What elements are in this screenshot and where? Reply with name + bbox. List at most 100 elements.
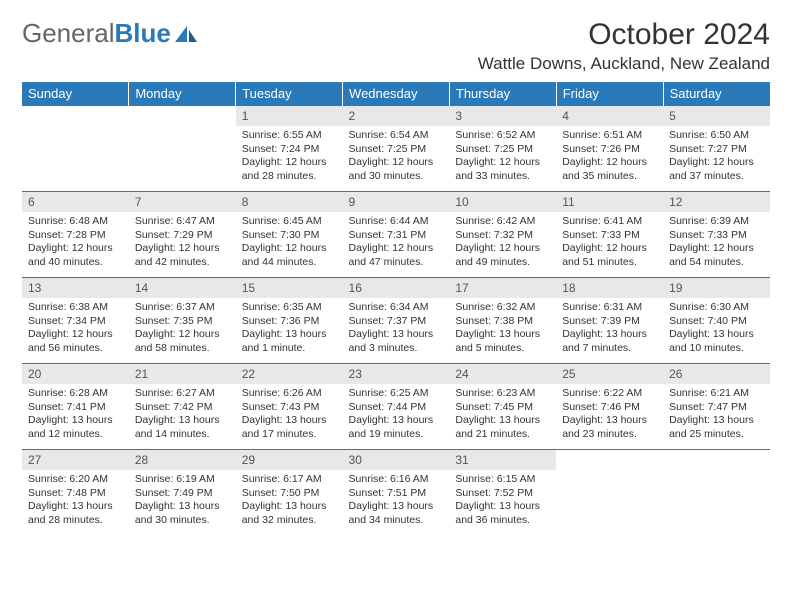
day-details: Sunrise: 6:38 AMSunset: 7:34 PMDaylight:… (22, 298, 129, 360)
daylight-text: Daylight: 12 hours and 30 minutes. (349, 156, 444, 183)
day-number: 11 (556, 192, 663, 212)
day-number: 29 (236, 450, 343, 470)
brand-logo: GeneralBlue (22, 18, 199, 49)
daylight-text: Daylight: 13 hours and 36 minutes. (455, 500, 550, 527)
daylight-text: Daylight: 13 hours and 17 minutes. (242, 414, 337, 441)
sunrise-text: Sunrise: 6:38 AM (28, 301, 123, 315)
sunrise-text: Sunrise: 6:27 AM (135, 387, 230, 401)
day-number: 28 (129, 450, 236, 470)
sunrise-text: Sunrise: 6:47 AM (135, 215, 230, 229)
day-number: 13 (22, 278, 129, 298)
day-details: Sunrise: 6:27 AMSunset: 7:42 PMDaylight:… (129, 384, 236, 446)
sunrise-text: Sunrise: 6:32 AM (455, 301, 550, 315)
day-details: Sunrise: 6:28 AMSunset: 7:41 PMDaylight:… (22, 384, 129, 446)
day-number: 20 (22, 364, 129, 384)
daylight-text: Daylight: 13 hours and 3 minutes. (349, 328, 444, 355)
day-details: Sunrise: 6:47 AMSunset: 7:29 PMDaylight:… (129, 212, 236, 274)
day-number: 19 (663, 278, 770, 298)
sunrise-text: Sunrise: 6:26 AM (242, 387, 337, 401)
location-text: Wattle Downs, Auckland, New Zealand (478, 54, 770, 74)
title-block: October 2024 Wattle Downs, Auckland, New… (478, 18, 770, 74)
calendar-day-cell: 7Sunrise: 6:47 AMSunset: 7:29 PMDaylight… (129, 192, 236, 278)
calendar-day-cell: 28Sunrise: 6:19 AMSunset: 7:49 PMDayligh… (129, 450, 236, 536)
daylight-text: Daylight: 13 hours and 34 minutes. (349, 500, 444, 527)
daylight-text: Daylight: 12 hours and 37 minutes. (669, 156, 764, 183)
day-number: 14 (129, 278, 236, 298)
calendar-day-cell: 25Sunrise: 6:22 AMSunset: 7:46 PMDayligh… (556, 364, 663, 450)
calendar-day-cell: 9Sunrise: 6:44 AMSunset: 7:31 PMDaylight… (343, 192, 450, 278)
day-details: Sunrise: 6:48 AMSunset: 7:28 PMDaylight:… (22, 212, 129, 274)
calendar-week-row: 20Sunrise: 6:28 AMSunset: 7:41 PMDayligh… (22, 364, 770, 450)
daylight-text: Daylight: 13 hours and 1 minute. (242, 328, 337, 355)
calendar-day-cell: 5Sunrise: 6:50 AMSunset: 7:27 PMDaylight… (663, 106, 770, 192)
sunrise-text: Sunrise: 6:30 AM (669, 301, 764, 315)
calendar-day-cell: 4Sunrise: 6:51 AMSunset: 7:26 PMDaylight… (556, 106, 663, 192)
day-number: 12 (663, 192, 770, 212)
daylight-text: Daylight: 12 hours and 54 minutes. (669, 242, 764, 269)
calendar-day-cell: 2Sunrise: 6:54 AMSunset: 7:25 PMDaylight… (343, 106, 450, 192)
weekday-header: Friday (556, 82, 663, 106)
calendar-day-cell: 30Sunrise: 6:16 AMSunset: 7:51 PMDayligh… (343, 450, 450, 536)
sunrise-text: Sunrise: 6:37 AM (135, 301, 230, 315)
sunset-text: Sunset: 7:37 PM (349, 315, 444, 329)
sunrise-text: Sunrise: 6:35 AM (242, 301, 337, 315)
sunset-text: Sunset: 7:25 PM (455, 143, 550, 157)
sunset-text: Sunset: 7:31 PM (349, 229, 444, 243)
sunrise-text: Sunrise: 6:55 AM (242, 129, 337, 143)
calendar-day-cell: 1Sunrise: 6:55 AMSunset: 7:24 PMDaylight… (236, 106, 343, 192)
daylight-text: Daylight: 12 hours and 49 minutes. (455, 242, 550, 269)
sunrise-text: Sunrise: 6:34 AM (349, 301, 444, 315)
day-number: 10 (449, 192, 556, 212)
day-details: Sunrise: 6:26 AMSunset: 7:43 PMDaylight:… (236, 384, 343, 446)
day-number: 31 (449, 450, 556, 470)
sunset-text: Sunset: 7:33 PM (669, 229, 764, 243)
calendar-day-cell: 12 Sunrise: 6:39 AMSunset: 7:33 PMDayligh… (663, 192, 770, 278)
sunset-text: Sunset: 7:50 PM (242, 487, 337, 501)
sunset-text: Sunset: 7:27 PM (669, 143, 764, 157)
day-details: Sunrise: 6:34 AMSunset: 7:37 PMDaylight:… (343, 298, 450, 360)
sunrise-text: Sunrise: 6:51 AM (562, 129, 657, 143)
calendar-day-cell: 26Sunrise: 6:21 AMSunset: 7:47 PMDayligh… (663, 364, 770, 450)
calendar-body: ....1Sunrise: 6:55 AMSunset: 7:24 PMDayl… (22, 106, 770, 536)
sunrise-text: Sunrise: 6:44 AM (349, 215, 444, 229)
calendar-day-cell: .. (22, 106, 129, 192)
sunset-text: Sunset: 7:51 PM (349, 487, 444, 501)
day-details: Sunrise: 6:45 AMSunset: 7:30 PMDaylight:… (236, 212, 343, 274)
sunset-text: Sunset: 7:29 PM (135, 229, 230, 243)
calendar-week-row: 13Sunrise: 6:38 AMSunset: 7:34 PMDayligh… (22, 278, 770, 364)
day-number: 6 (22, 192, 129, 212)
day-number: 3 (449, 106, 556, 126)
sunset-text: Sunset: 7:44 PM (349, 401, 444, 415)
daylight-text: Daylight: 12 hours and 35 minutes. (562, 156, 657, 183)
calendar-week-row: 27Sunrise: 6:20 AMSunset: 7:48 PMDayligh… (22, 450, 770, 536)
calendar-day-cell: .. (129, 106, 236, 192)
daylight-text: Daylight: 13 hours and 10 minutes. (669, 328, 764, 355)
sunset-text: Sunset: 7:47 PM (669, 401, 764, 415)
sunrise-text: Sunrise: 6:39 AM (669, 215, 764, 229)
sunrise-text: Sunrise: 6:41 AM (562, 215, 657, 229)
sunset-text: Sunset: 7:48 PM (28, 487, 123, 501)
daylight-text: Daylight: 13 hours and 28 minutes. (28, 500, 123, 527)
day-details: Sunrise: 6:42 AMSunset: 7:32 PMDaylight:… (449, 212, 556, 274)
calendar-day-cell: 31Sunrise: 6:15 AMSunset: 7:52 PMDayligh… (449, 450, 556, 536)
calendar-day-cell: 17Sunrise: 6:32 AMSunset: 7:38 PMDayligh… (449, 278, 556, 364)
day-number: 1 (236, 106, 343, 126)
sunset-text: Sunset: 7:41 PM (28, 401, 123, 415)
calendar-day-cell: 22Sunrise: 6:26 AMSunset: 7:43 PMDayligh… (236, 364, 343, 450)
day-details: Sunrise: 6:41 AMSunset: 7:33 PMDaylight:… (556, 212, 663, 274)
header: GeneralBlue October 2024 Wattle Downs, A… (22, 18, 770, 74)
daylight-text: Daylight: 13 hours and 23 minutes. (562, 414, 657, 441)
day-details: Sunrise: 6:32 AMSunset: 7:38 PMDaylight:… (449, 298, 556, 360)
calendar-day-cell: 11Sunrise: 6:41 AMSunset: 7:33 PMDayligh… (556, 192, 663, 278)
sunset-text: Sunset: 7:24 PM (242, 143, 337, 157)
sunset-text: Sunset: 7:52 PM (455, 487, 550, 501)
sunrise-text: Sunrise: 6:54 AM (349, 129, 444, 143)
day-details: Sunrise: 6:44 AMSunset: 7:31 PMDaylight:… (343, 212, 450, 274)
brand-part2: Blue (115, 18, 171, 49)
daylight-text: Daylight: 13 hours and 25 minutes. (669, 414, 764, 441)
sunset-text: Sunset: 7:36 PM (242, 315, 337, 329)
sunset-text: Sunset: 7:45 PM (455, 401, 550, 415)
calendar-day-cell: 24Sunrise: 6:23 AMSunset: 7:45 PMDayligh… (449, 364, 556, 450)
calendar-day-cell: 10Sunrise: 6:42 AMSunset: 7:32 PMDayligh… (449, 192, 556, 278)
calendar-day-cell: 15Sunrise: 6:35 AMSunset: 7:36 PMDayligh… (236, 278, 343, 364)
